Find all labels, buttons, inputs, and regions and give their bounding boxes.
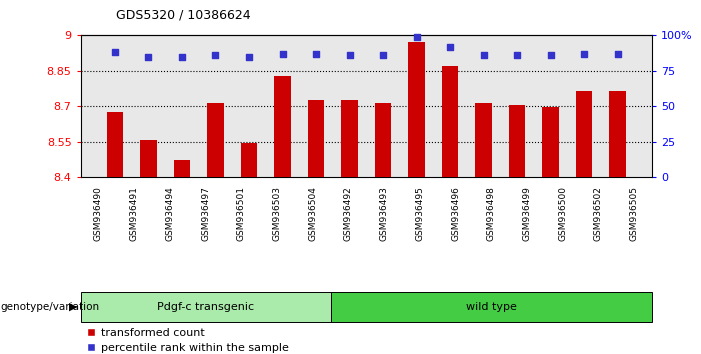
Text: GSM936497: GSM936497 (201, 186, 210, 241)
Bar (576, 91, 592, 177)
Bar (341, 100, 358, 177)
Point (143, 54, 154, 59)
Bar (207, 103, 224, 177)
Text: GSM936494: GSM936494 (165, 186, 175, 241)
Text: GSM936492: GSM936492 (344, 186, 353, 241)
Bar (107, 112, 123, 177)
Bar (308, 100, 325, 177)
Point (377, 52, 388, 58)
Bar (442, 66, 458, 177)
Text: GSM936493: GSM936493 (380, 186, 388, 241)
Legend: transformed count, percentile rank within the sample: transformed count, percentile rank withi… (86, 328, 289, 353)
Bar (331, 292, 652, 322)
Point (243, 54, 254, 59)
Text: GSM936499: GSM936499 (522, 186, 531, 241)
Point (109, 50, 121, 55)
Point (411, 34, 422, 40)
Text: GSM936498: GSM936498 (486, 186, 496, 241)
Text: GDS5320 / 10386624: GDS5320 / 10386624 (116, 8, 250, 21)
Text: Pdgf-c transgenic: Pdgf-c transgenic (157, 302, 254, 312)
Text: GSM936490: GSM936490 (94, 186, 103, 241)
Text: GSM936491: GSM936491 (130, 186, 139, 241)
Point (512, 52, 523, 58)
Point (344, 52, 355, 58)
Text: GSM936495: GSM936495 (415, 186, 424, 241)
Bar (140, 141, 157, 177)
Text: GSM936503: GSM936503 (273, 186, 282, 241)
Point (311, 51, 322, 57)
Bar (374, 103, 391, 177)
Bar (408, 42, 425, 177)
Text: GSM936504: GSM936504 (308, 186, 318, 241)
Bar (174, 160, 191, 177)
Point (444, 44, 456, 50)
Bar (81, 292, 331, 322)
Bar (475, 103, 492, 177)
Text: wild type: wild type (465, 302, 517, 312)
Text: genotype/variation: genotype/variation (1, 302, 100, 312)
Bar (542, 107, 559, 177)
Point (210, 52, 221, 58)
Text: GSM936496: GSM936496 (451, 186, 460, 241)
Point (177, 54, 188, 59)
Point (545, 52, 556, 58)
Point (478, 52, 489, 58)
Text: GSM936505: GSM936505 (629, 186, 639, 241)
Bar (509, 105, 526, 177)
Text: GSM936501: GSM936501 (237, 186, 246, 241)
Text: ▶: ▶ (69, 302, 77, 312)
Bar (274, 75, 291, 177)
Text: GSM936500: GSM936500 (558, 186, 567, 241)
Point (277, 51, 288, 57)
Bar (609, 91, 626, 177)
Point (578, 51, 590, 57)
Bar (240, 143, 257, 177)
Point (612, 51, 623, 57)
Text: GSM936502: GSM936502 (594, 186, 603, 241)
